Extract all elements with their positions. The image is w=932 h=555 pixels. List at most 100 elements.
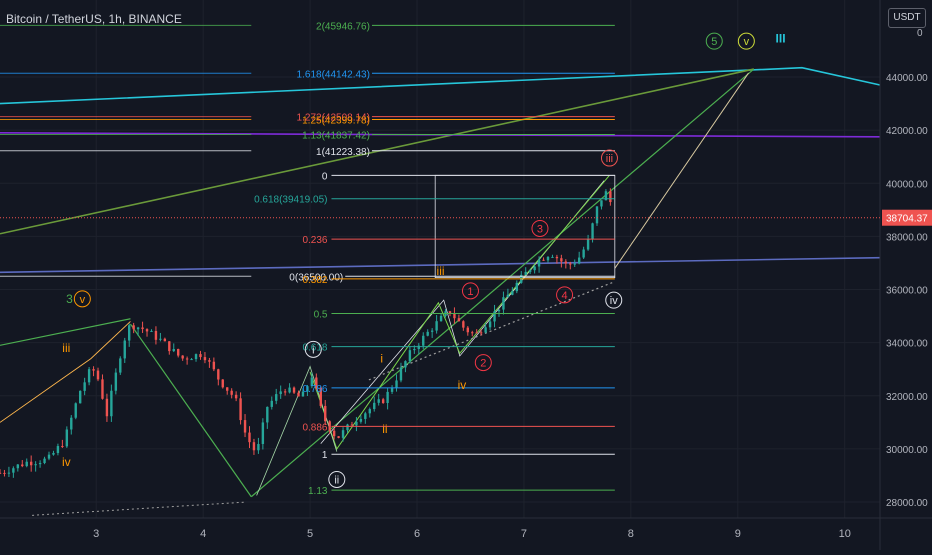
trend-line: [0, 256, 881, 274]
wave-label: 5: [711, 36, 717, 48]
candle-body: [430, 330, 434, 332]
candle-body: [101, 379, 104, 399]
wave-label: ii: [334, 474, 339, 486]
candle-body: [43, 458, 46, 464]
candle-body: [87, 369, 91, 383]
trend-line: [0, 66, 881, 105]
candle-body: [341, 430, 345, 438]
dotted-base-line: [32, 501, 246, 516]
candle-body: [337, 436, 340, 438]
y-tick-label: 30000.00: [886, 445, 928, 456]
candle-body: [328, 421, 331, 431]
candle-body: [257, 443, 260, 451]
wave-label: 3: [537, 223, 543, 235]
fib-retracement-label: 0.236: [302, 235, 327, 246]
candle-body: [194, 354, 198, 360]
candle-body: [479, 332, 483, 334]
candle-body: [0, 472, 2, 474]
trend-line: [129, 323, 252, 498]
wave-label: 3: [66, 292, 73, 306]
wave-label: 2: [480, 358, 486, 370]
wave-label: 4: [562, 290, 568, 302]
candle-body: [292, 387, 296, 393]
fib-retracement-label: 0.886: [302, 422, 327, 433]
candle-body: [217, 369, 220, 380]
candle-body: [74, 403, 77, 418]
candle-body: [586, 239, 590, 250]
candle-body: [515, 282, 519, 292]
candle-body: [288, 387, 291, 393]
candle-body: [275, 394, 278, 401]
candle-body: [564, 261, 568, 264]
fib-extension-label: 2(45946.76): [316, 21, 370, 32]
candle-body: [315, 377, 318, 388]
candle-body: [243, 420, 247, 433]
candle-body: [381, 399, 385, 403]
candle-body: [212, 361, 216, 370]
y-tick-label: 32000.00: [886, 392, 928, 403]
candle-body: [475, 332, 478, 334]
candle-body: [524, 271, 527, 275]
candle-body: [96, 370, 100, 380]
candle-body: [230, 390, 233, 395]
candle-body: [110, 390, 113, 417]
candle-body: [301, 391, 305, 397]
candle-body: [83, 382, 86, 391]
trend-line: [320, 180, 605, 444]
candle-body: [386, 391, 389, 403]
wave-label: iv: [610, 295, 618, 307]
candle-body: [21, 464, 24, 467]
x-tick-label: 5: [307, 528, 313, 540]
candle-body: [368, 409, 371, 414]
candle-body: [324, 405, 327, 422]
candle-body: [591, 223, 594, 240]
candle-body: [408, 350, 412, 362]
candle-body: [399, 367, 403, 381]
y-tick-label: 34000.00: [886, 339, 928, 350]
candle-body: [413, 348, 416, 351]
candle-body: [177, 349, 180, 356]
candle-body: [373, 402, 376, 410]
x-tick-label: 10: [839, 528, 851, 540]
candle-body: [136, 327, 140, 330]
candle-body: [172, 349, 175, 352]
candle-body: [466, 327, 470, 333]
wave-label-circle: [705, 32, 723, 50]
x-tick-label: 7: [521, 528, 527, 540]
candle-body: [221, 379, 224, 388]
x-tick-label: 6: [414, 528, 420, 540]
candle-body: [506, 294, 510, 298]
candle-body: [609, 191, 612, 203]
candle-body: [261, 422, 265, 444]
candle-body: [377, 399, 380, 403]
fib-retracement-label: 1.13: [308, 486, 328, 497]
y-tick-label: 28000.00: [886, 498, 928, 509]
trend-line: [614, 72, 749, 269]
candle-body: [306, 386, 309, 392]
candle-body: [38, 463, 42, 465]
candle-body: [119, 358, 122, 373]
candle-body: [528, 270, 532, 272]
candle-body: [462, 321, 465, 328]
candle-body: [332, 430, 336, 437]
wave-label-circle: [531, 219, 549, 237]
candle-body: [546, 256, 550, 261]
last-price-tag: [882, 209, 932, 226]
candle-body: [542, 259, 545, 261]
candle-body: [577, 257, 581, 264]
currency-badge[interactable]: USDT: [888, 8, 926, 28]
candle-body: [390, 387, 394, 392]
trend-line: [0, 68, 754, 235]
candle-body: [163, 338, 167, 342]
candle-body: [537, 259, 541, 267]
candle-body: [34, 464, 37, 466]
candle-body: [199, 354, 202, 358]
candle-body: [3, 472, 6, 474]
last-price-label: 38704.37: [886, 214, 928, 225]
candle-body: [350, 424, 354, 426]
candle-body: [560, 258, 563, 262]
candle-body: [141, 327, 144, 330]
